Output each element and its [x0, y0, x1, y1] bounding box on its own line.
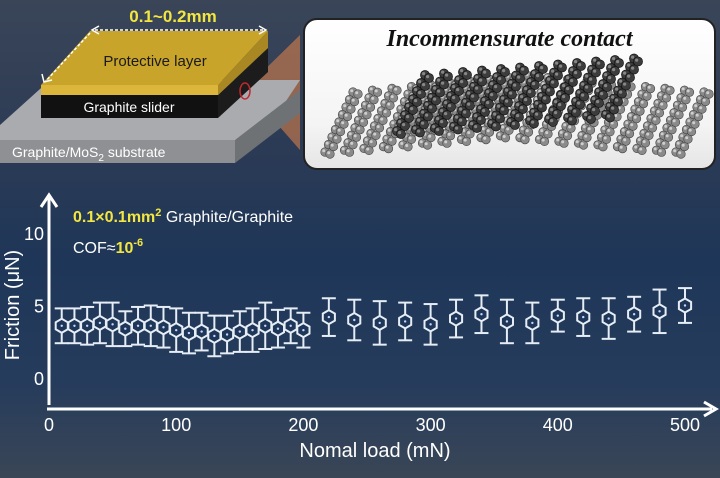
data-point	[232, 310, 247, 353]
data-point	[601, 297, 616, 340]
data-point	[627, 295, 642, 333]
data-point	[54, 307, 69, 345]
axis-ticks: 0 100 200 300 400 500 0 5 10	[24, 224, 700, 435]
data-point	[321, 297, 336, 337]
slider-front	[41, 95, 218, 118]
dimension-label: 0.1~0.2mm	[129, 7, 216, 26]
data-point	[576, 297, 591, 337]
sample-annotation: 0.1×0.1mm2 Graphite/Graphite	[73, 207, 293, 226]
x-tick-label: 100	[161, 415, 191, 435]
substrate-label: Graphite/MoS2 substrate	[12, 144, 166, 164]
data-point	[105, 301, 120, 348]
x-tick-label: 0	[44, 415, 54, 435]
data-point	[80, 305, 95, 346]
data-point	[67, 307, 82, 345]
data-point	[92, 301, 107, 345]
dimension-arrow-depth	[44, 32, 91, 83]
data-point	[258, 301, 273, 350]
y-axis-arrow-icon	[39, 192, 59, 208]
cof-annotation: COF≈10-6	[73, 237, 143, 257]
friction-chart: 0 100 200 300 400 500 0 5 10 Nomal load (mN) Fri…	[2, 192, 719, 462]
slider-schematic: 0.1~0.2mm Protective layer Graphite slid…	[0, 7, 300, 164]
substrate-front	[0, 140, 235, 163]
data-point	[194, 311, 209, 352]
y-axis-label: Friction (μN)	[2, 250, 24, 360]
protective-side	[218, 31, 268, 95]
data-point	[220, 314, 235, 355]
y-tick-label: 10	[24, 224, 44, 244]
data-point	[131, 305, 146, 346]
data-point	[296, 311, 311, 349]
x-tick-label: 400	[543, 415, 573, 435]
x-tick-label: 500	[670, 415, 700, 435]
protective-top	[41, 31, 268, 85]
data-series	[54, 287, 693, 358]
data-point	[118, 310, 133, 348]
y-tick-label: 0	[34, 369, 44, 389]
data-point	[550, 298, 565, 333]
substrate-side	[235, 90, 300, 163]
x-axis-arrow-icon	[703, 400, 719, 418]
data-point	[398, 301, 413, 342]
data-point	[347, 298, 362, 342]
y-tick-label: 5	[34, 297, 44, 317]
data-point	[525, 301, 540, 345]
data-point	[652, 288, 667, 335]
slider-label: Graphite slider	[83, 99, 174, 115]
protective-front	[41, 85, 218, 95]
data-point	[169, 307, 184, 353]
protective-layer-label: Protective layer	[103, 53, 206, 70]
data-point	[156, 305, 171, 349]
data-point	[270, 308, 285, 349]
data-point	[143, 304, 158, 348]
contact-marker-icon	[239, 82, 251, 100]
data-point	[423, 303, 438, 346]
inset-title: Incommensurate contact	[386, 26, 633, 52]
x-tick-label: 200	[288, 415, 318, 435]
data-point	[245, 307, 260, 353]
x-tick-label: 300	[416, 415, 446, 435]
data-point	[283, 307, 298, 345]
data-point	[372, 300, 387, 346]
x-axis-label: Nomal load (mN)	[299, 440, 450, 462]
data-point	[449, 298, 464, 339]
data-point	[474, 294, 489, 335]
data-point	[677, 287, 693, 324]
data-point	[499, 298, 514, 345]
data-point	[207, 314, 222, 358]
incommensurate-contact-inset: Incommensurate contact	[303, 18, 716, 170]
data-point	[181, 311, 196, 355]
atomic-lattice-illustration	[320, 53, 714, 159]
